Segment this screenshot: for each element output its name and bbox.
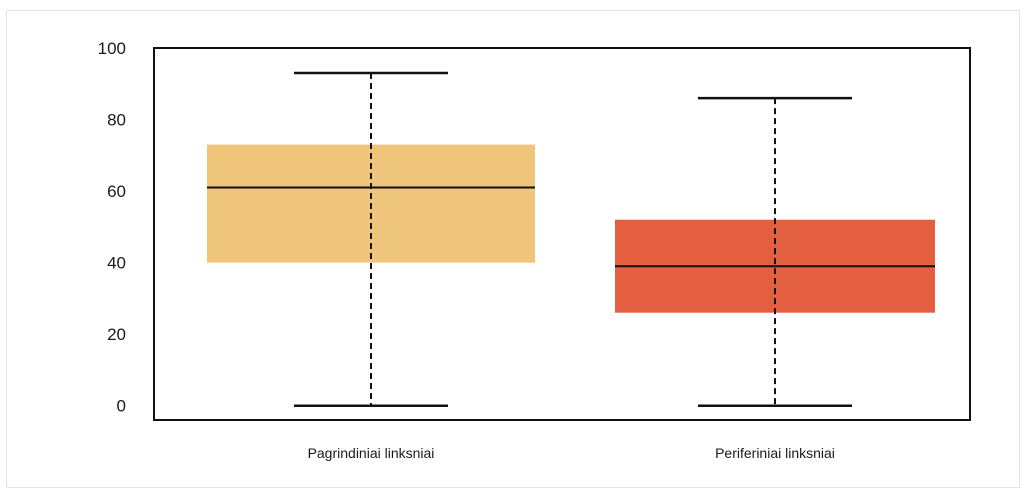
boxes-layer: Pagrindiniai linksniai Periferiniai links…: [207, 71, 935, 461]
category-label: Periferiniai linksniai: [715, 445, 835, 461]
y-tick-label: 0: [117, 397, 126, 416]
category-label: Pagrindiniai linksniai: [308, 445, 435, 461]
y-tick-label: 80: [107, 111, 126, 130]
box-2: Periferiniai linksniai: [615, 96, 935, 461]
plot-border: [153, 47, 971, 421]
y-tick-label: 20: [107, 325, 126, 344]
y-tick-label: 100: [98, 39, 126, 58]
y-tick-label: 60: [107, 182, 126, 201]
y-tick-label: 40: [107, 254, 126, 273]
axis-layer: 0 20 40 60 80 100: [98, 39, 971, 421]
box-1: Pagrindiniai linksniai: [207, 71, 535, 461]
